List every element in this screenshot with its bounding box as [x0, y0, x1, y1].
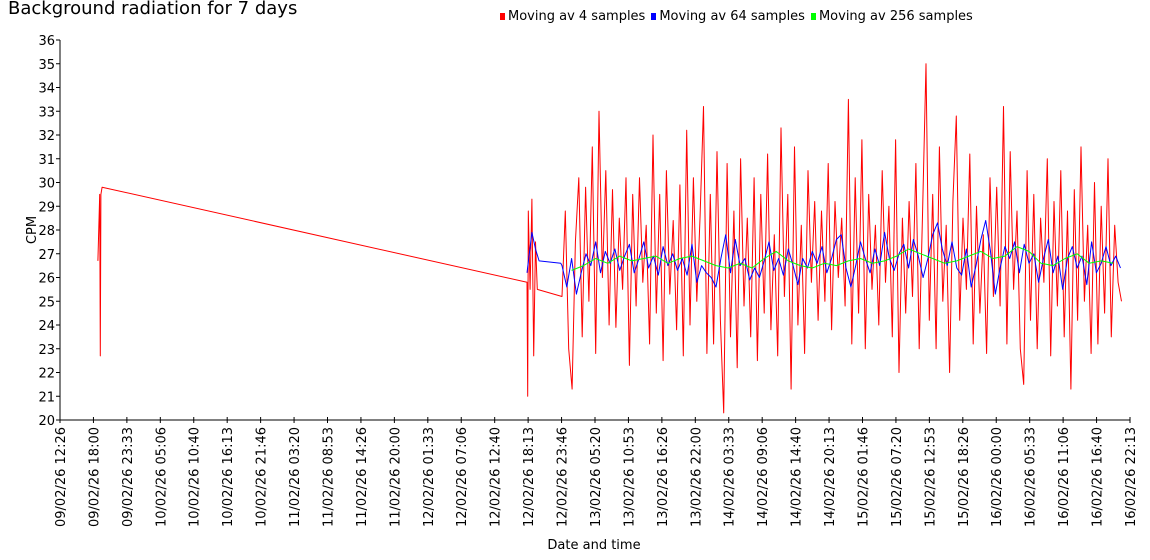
- x-tick-label: 15/02/26 01:46: [856, 427, 871, 527]
- y-tick-label: 24: [38, 319, 55, 334]
- x-tick-label: 16/02/26 11:06: [1057, 427, 1072, 527]
- x-tick-label: 11/02/26 03:20: [288, 427, 303, 527]
- x-tick-label: 12/02/26 23:46: [556, 427, 571, 527]
- x-tick-label: 16/02/26 22:13: [1124, 427, 1139, 527]
- x-tick-label: 15/02/26 07:20: [890, 427, 905, 527]
- series-line-4-samples: [97, 63, 1122, 414]
- y-tick-label: 33: [38, 105, 55, 120]
- y-tick-label: 21: [38, 390, 55, 405]
- x-tick-label: 13/02/26 10:53: [622, 427, 637, 527]
- legend-item-4-samples: Moving av 4 samples: [500, 9, 645, 24]
- x-tick-label: 15/02/26 12:53: [923, 427, 938, 527]
- chart-title: Background radiation for 7 days: [8, 0, 298, 19]
- y-tick-label: 34: [38, 82, 55, 97]
- legend-swatch-green: [810, 13, 816, 20]
- legend-label: Moving av 64 samples: [659, 9, 805, 24]
- y-tick-label: 22: [38, 367, 55, 382]
- x-tick-label: 14/02/26 03:33: [723, 427, 738, 527]
- x-tick-label: 12/02/26 18:13: [522, 427, 537, 527]
- x-tick-label: 10/02/26 10:40: [188, 427, 203, 527]
- y-tick-label: 35: [38, 58, 55, 73]
- x-tick-label: 15/02/26 18:26: [957, 427, 972, 527]
- x-tick-label: 09/02/26 18:00: [87, 427, 102, 527]
- y-tick-label: 28: [38, 224, 55, 239]
- x-tick-label: 13/02/26 16:26: [656, 427, 671, 527]
- x-tick-label: 11/02/26 20:00: [388, 427, 403, 527]
- y-tick-label: 20: [38, 414, 55, 429]
- y-tick-label: 32: [38, 129, 55, 144]
- x-tick-label: 12/02/26 01:33: [422, 427, 437, 527]
- y-tick-label: 26: [38, 272, 55, 287]
- y-tick-label: 30: [38, 177, 55, 192]
- x-tick-label: 10/02/26 21:46: [255, 427, 270, 527]
- x-tick-label: 16/02/26 16:40: [1091, 427, 1106, 527]
- x-tick-label: 14/02/26 14:40: [790, 427, 805, 527]
- legend-label: Moving av 4 samples: [508, 9, 646, 24]
- y-tick-label: 27: [38, 248, 55, 263]
- x-tick-label: 13/02/26 22:00: [689, 427, 704, 527]
- x-tick-label: 14/02/26 20:13: [823, 427, 838, 527]
- y-tick-label: 31: [38, 153, 55, 168]
- x-tick-label: 16/02/26 05:33: [1024, 427, 1039, 527]
- legend-item-256-samples: Moving av 256 samples: [810, 9, 973, 24]
- x-tick-label: 11/02/26 08:53: [321, 427, 336, 527]
- series-line-256-samples: [571, 246, 1114, 271]
- y-tick-label: 25: [38, 295, 55, 310]
- y-tick-label: 23: [38, 343, 55, 358]
- legend-swatch-blue: [651, 13, 657, 20]
- x-tick-label: 09/02/26 23:33: [121, 427, 136, 527]
- legend-swatch-red: [500, 13, 505, 20]
- x-tick-label: 11/02/26 14:26: [355, 427, 370, 527]
- legend-item-64-samples: Moving av 64 samples: [651, 9, 805, 24]
- x-tick-label: 16/02/26 00:00: [990, 427, 1005, 527]
- x-axis-label: Date and time: [547, 538, 640, 553]
- x-tick-label: 12/02/26 07:06: [455, 427, 470, 527]
- legend: Moving av 4 samples Moving av 64 samples…: [500, 9, 973, 24]
- legend-label: Moving av 256 samples: [818, 9, 973, 24]
- x-tick-label: 13/02/26 05:20: [589, 427, 604, 527]
- y-tick-label: 36: [38, 34, 55, 49]
- x-tick-label: 10/02/26 05:06: [154, 427, 169, 527]
- x-tick-label: 09/02/26 12:26: [54, 427, 69, 527]
- y-tick-label: 29: [38, 200, 55, 215]
- x-tick-label: 12/02/26 12:40: [489, 427, 504, 527]
- y-axis-label: CPM: [25, 216, 40, 244]
- x-tick-label: 14/02/26 09:06: [756, 427, 771, 527]
- x-tick-label: 10/02/26 16:13: [221, 427, 236, 527]
